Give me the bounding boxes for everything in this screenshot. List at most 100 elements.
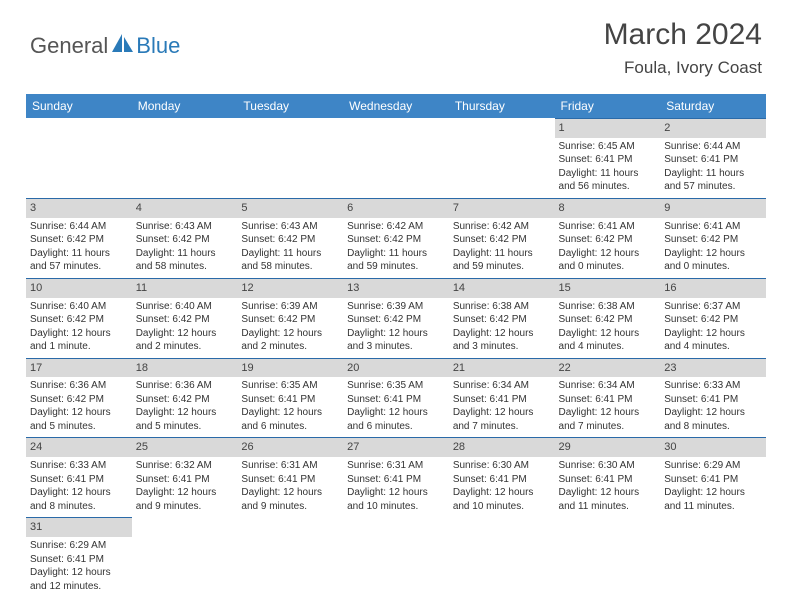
calendar-day-cell: 21Sunrise: 6:34 AMSunset: 6:41 PMDayligh…: [449, 358, 555, 438]
daylight-text: Daylight: 12 hours and 5 minutes.: [136, 406, 234, 433]
day-number-bar: 24: [26, 437, 132, 457]
day-number-bar: 16: [660, 278, 766, 298]
daylight-text: Daylight: 12 hours and 5 minutes.: [30, 406, 128, 433]
sunrise-text: Sunrise: 6:41 AM: [664, 220, 762, 234]
daylight-text: Daylight: 11 hours and 59 minutes.: [453, 247, 551, 274]
day-number-bar: 10: [26, 278, 132, 298]
sunrise-text: Sunrise: 6:38 AM: [453, 300, 551, 314]
daylight-text: Daylight: 12 hours and 0 minutes.: [559, 247, 657, 274]
day-content: Sunrise: 6:35 AMSunset: 6:41 PMDaylight:…: [237, 377, 343, 437]
day-number-bar: 4: [132, 198, 238, 218]
calendar-day-cell: 7Sunrise: 6:42 AMSunset: 6:42 PMDaylight…: [449, 198, 555, 278]
sunset-text: Sunset: 6:42 PM: [30, 233, 128, 247]
daylight-text: Daylight: 12 hours and 2 minutes.: [136, 327, 234, 354]
calendar-week-row: 31Sunrise: 6:29 AMSunset: 6:41 PMDayligh…: [26, 517, 766, 597]
daylight-text: Daylight: 12 hours and 4 minutes.: [559, 327, 657, 354]
calendar-day-cell: 28Sunrise: 6:30 AMSunset: 6:41 PMDayligh…: [449, 437, 555, 517]
brand-logo: General Blue: [30, 18, 180, 59]
sunrise-text: Sunrise: 6:31 AM: [347, 459, 445, 473]
day-number-bar: 3: [26, 198, 132, 218]
calendar-day-cell: 13Sunrise: 6:39 AMSunset: 6:42 PMDayligh…: [343, 278, 449, 358]
sunset-text: Sunset: 6:41 PM: [559, 153, 657, 167]
day-content: Sunrise: 6:39 AMSunset: 6:42 PMDaylight:…: [237, 298, 343, 358]
calendar-day-cell: 14Sunrise: 6:38 AMSunset: 6:42 PMDayligh…: [449, 278, 555, 358]
calendar-day-cell: [26, 118, 132, 198]
calendar-day-cell: 22Sunrise: 6:34 AMSunset: 6:41 PMDayligh…: [555, 358, 661, 438]
month-title: March 2024: [604, 18, 762, 52]
weekday-header: Tuesday: [237, 94, 343, 118]
calendar-day-cell: 9Sunrise: 6:41 AMSunset: 6:42 PMDaylight…: [660, 198, 766, 278]
sail-icon: [110, 32, 136, 59]
sunset-text: Sunset: 6:41 PM: [453, 393, 551, 407]
sunrise-text: Sunrise: 6:36 AM: [136, 379, 234, 393]
sunrise-text: Sunrise: 6:39 AM: [347, 300, 445, 314]
daylight-text: Daylight: 12 hours and 4 minutes.: [664, 327, 762, 354]
daylight-text: Daylight: 12 hours and 6 minutes.: [241, 406, 339, 433]
sunrise-text: Sunrise: 6:42 AM: [453, 220, 551, 234]
sunset-text: Sunset: 6:42 PM: [347, 233, 445, 247]
sunrise-text: Sunrise: 6:33 AM: [664, 379, 762, 393]
daylight-text: Daylight: 12 hours and 10 minutes.: [453, 486, 551, 513]
calendar-day-cell: 31Sunrise: 6:29 AMSunset: 6:41 PMDayligh…: [26, 517, 132, 597]
daylight-text: Daylight: 12 hours and 7 minutes.: [559, 406, 657, 433]
weekday-header: Thursday: [449, 94, 555, 118]
calendar-day-cell: 10Sunrise: 6:40 AMSunset: 6:42 PMDayligh…: [26, 278, 132, 358]
daylight-text: Daylight: 12 hours and 9 minutes.: [136, 486, 234, 513]
day-content: Sunrise: 6:43 AMSunset: 6:42 PMDaylight:…: [237, 218, 343, 278]
calendar-day-cell: 8Sunrise: 6:41 AMSunset: 6:42 PMDaylight…: [555, 198, 661, 278]
calendar-day-cell: 27Sunrise: 6:31 AMSunset: 6:41 PMDayligh…: [343, 437, 449, 517]
daylight-text: Daylight: 11 hours and 57 minutes.: [30, 247, 128, 274]
sunset-text: Sunset: 6:41 PM: [664, 473, 762, 487]
day-content: Sunrise: 6:31 AMSunset: 6:41 PMDaylight:…: [343, 457, 449, 517]
sunset-text: Sunset: 6:42 PM: [559, 233, 657, 247]
sunset-text: Sunset: 6:41 PM: [664, 153, 762, 167]
daylight-text: Daylight: 11 hours and 56 minutes.: [559, 167, 657, 194]
day-content: Sunrise: 6:45 AMSunset: 6:41 PMDaylight:…: [555, 138, 661, 198]
calendar-day-cell: [660, 517, 766, 597]
calendar-day-cell: 20Sunrise: 6:35 AMSunset: 6:41 PMDayligh…: [343, 358, 449, 438]
day-number-bar: 31: [26, 517, 132, 537]
sunset-text: Sunset: 6:41 PM: [241, 473, 339, 487]
day-content: Sunrise: 6:44 AMSunset: 6:42 PMDaylight:…: [26, 218, 132, 278]
sunset-text: Sunset: 6:41 PM: [241, 393, 339, 407]
sunset-text: Sunset: 6:41 PM: [136, 473, 234, 487]
daylight-text: Daylight: 12 hours and 8 minutes.: [30, 486, 128, 513]
sunrise-text: Sunrise: 6:30 AM: [559, 459, 657, 473]
day-content: Sunrise: 6:38 AMSunset: 6:42 PMDaylight:…: [555, 298, 661, 358]
sunset-text: Sunset: 6:41 PM: [30, 553, 128, 567]
calendar-week-row: 10Sunrise: 6:40 AMSunset: 6:42 PMDayligh…: [26, 278, 766, 358]
day-number-bar: 8: [555, 198, 661, 218]
day-number-bar: 25: [132, 437, 238, 457]
calendar-week-row: 24Sunrise: 6:33 AMSunset: 6:41 PMDayligh…: [26, 437, 766, 517]
day-content: Sunrise: 6:35 AMSunset: 6:41 PMDaylight:…: [343, 377, 449, 437]
daylight-text: Daylight: 12 hours and 8 minutes.: [664, 406, 762, 433]
calendar-day-cell: [132, 118, 238, 198]
sunrise-text: Sunrise: 6:45 AM: [559, 140, 657, 154]
daylight-text: Daylight: 12 hours and 11 minutes.: [559, 486, 657, 513]
day-content: Sunrise: 6:43 AMSunset: 6:42 PMDaylight:…: [132, 218, 238, 278]
calendar-day-cell: 5Sunrise: 6:43 AMSunset: 6:42 PMDaylight…: [237, 198, 343, 278]
sunset-text: Sunset: 6:41 PM: [30, 473, 128, 487]
day-content: Sunrise: 6:40 AMSunset: 6:42 PMDaylight:…: [26, 298, 132, 358]
day-number-bar: 26: [237, 437, 343, 457]
weekday-header: Friday: [555, 94, 661, 118]
daylight-text: Daylight: 12 hours and 3 minutes.: [347, 327, 445, 354]
sunrise-text: Sunrise: 6:35 AM: [347, 379, 445, 393]
sunrise-text: Sunrise: 6:43 AM: [136, 220, 234, 234]
sunrise-text: Sunrise: 6:34 AM: [453, 379, 551, 393]
calendar-day-cell: 11Sunrise: 6:40 AMSunset: 6:42 PMDayligh…: [132, 278, 238, 358]
calendar-day-cell: 16Sunrise: 6:37 AMSunset: 6:42 PMDayligh…: [660, 278, 766, 358]
calendar-day-cell: [343, 517, 449, 597]
calendar-day-cell: 12Sunrise: 6:39 AMSunset: 6:42 PMDayligh…: [237, 278, 343, 358]
day-content: Sunrise: 6:42 AMSunset: 6:42 PMDaylight:…: [449, 218, 555, 278]
day-content: Sunrise: 6:36 AMSunset: 6:42 PMDaylight:…: [26, 377, 132, 437]
sunrise-text: Sunrise: 6:40 AM: [136, 300, 234, 314]
sunrise-text: Sunrise: 6:35 AM: [241, 379, 339, 393]
calendar-day-cell: 17Sunrise: 6:36 AMSunset: 6:42 PMDayligh…: [26, 358, 132, 438]
day-number-bar: 6: [343, 198, 449, 218]
brand-part1: General: [30, 33, 108, 59]
sunrise-text: Sunrise: 6:36 AM: [30, 379, 128, 393]
day-content: Sunrise: 6:42 AMSunset: 6:42 PMDaylight:…: [343, 218, 449, 278]
sunset-text: Sunset: 6:42 PM: [136, 393, 234, 407]
day-number-bar: 7: [449, 198, 555, 218]
